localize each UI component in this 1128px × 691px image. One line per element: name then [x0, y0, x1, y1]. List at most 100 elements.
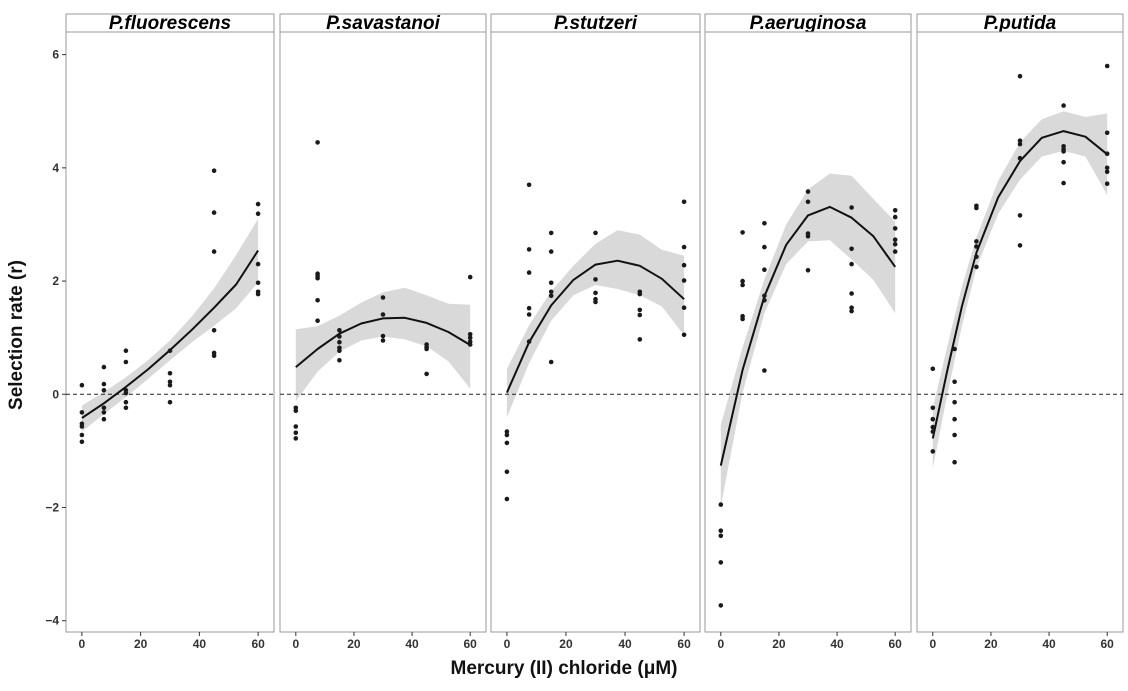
- data-point: [1104, 181, 1110, 186]
- panel-pputida: P.putida 0 20 40 60: [916, 13, 1124, 651]
- data-point: [337, 358, 342, 363]
- data-point: [167, 348, 173, 354]
- data-point: [1061, 180, 1066, 186]
- x-tick-label: 0: [79, 637, 86, 651]
- fit-curve: [295, 316, 471, 368]
- data-point: [952, 416, 957, 422]
- data-point: [101, 381, 107, 387]
- data-point: [380, 333, 386, 339]
- panel-frame: [65, 31, 275, 633]
- data-point: [293, 408, 299, 414]
- data-point: [467, 342, 473, 347]
- fit-curve: [931, 130, 1108, 439]
- data-point: [1017, 213, 1023, 218]
- data-point: [1017, 141, 1023, 147]
- data-point: [740, 316, 745, 322]
- data-point: [892, 208, 898, 213]
- confidence-band: [81, 218, 259, 432]
- data-point: [892, 214, 898, 220]
- data-point: [255, 261, 261, 267]
- data-point: [681, 262, 687, 268]
- data-point: [526, 305, 532, 311]
- data-point: [805, 234, 811, 239]
- data-point: [718, 528, 724, 533]
- data-point: [315, 298, 320, 303]
- data-point: [211, 249, 217, 254]
- data-point: [1017, 243, 1023, 248]
- data-point: [930, 366, 936, 372]
- data-point: [101, 388, 107, 393]
- data-point: [167, 371, 173, 376]
- fit-curve: [505, 259, 685, 394]
- panel-title: P.stutzeri: [554, 13, 638, 34]
- data-point: [593, 277, 598, 282]
- data-point: [79, 424, 85, 429]
- data-point: [974, 244, 979, 249]
- data-point: [315, 275, 320, 281]
- data-point: [952, 459, 957, 465]
- data-point: [930, 424, 936, 430]
- x-tick-label: 20: [772, 637, 786, 651]
- data-point: [718, 560, 724, 565]
- data-point: [79, 439, 85, 445]
- data-point: [548, 280, 554, 286]
- data-point: [593, 299, 598, 305]
- confidence-band: [932, 111, 1108, 469]
- panel-pstutzeri: P.stutzeri 0 20 40 60: [490, 13, 701, 651]
- data-point: [1104, 151, 1110, 156]
- panel-title: P.fluorescens: [109, 13, 231, 34]
- data-point: [740, 230, 745, 235]
- data-point: [123, 390, 129, 396]
- data-point: [211, 210, 217, 215]
- data-point: [467, 335, 473, 341]
- data-point: [1104, 63, 1110, 69]
- data-point: [380, 295, 386, 300]
- x-tick-label: 0: [292, 637, 299, 651]
- data-point: [504, 496, 510, 502]
- data-point: [1061, 149, 1066, 154]
- data-point: [1104, 165, 1110, 171]
- data-point: [548, 359, 554, 365]
- data-point: [681, 305, 687, 311]
- data-point: [504, 429, 510, 434]
- data-point: [637, 307, 643, 313]
- data-point: [974, 254, 979, 259]
- confidence-band: [295, 287, 471, 402]
- data-point: [1104, 130, 1110, 136]
- x-tick-label: 40: [830, 637, 844, 651]
- x-tick-label: 60: [889, 637, 903, 651]
- data-point: [892, 249, 898, 254]
- data-point: [849, 291, 854, 296]
- data-point: [762, 244, 767, 250]
- x-tick-label: 60: [251, 637, 265, 651]
- data-point: [101, 405, 107, 411]
- y-axis: −4 −2 0 2 4 6: [45, 48, 66, 628]
- data-point: [315, 140, 320, 145]
- data-point: [974, 239, 979, 244]
- data-point: [79, 410, 85, 415]
- data-point: [952, 379, 957, 385]
- data-point: [805, 199, 811, 205]
- data-point: [424, 346, 429, 352]
- data-point: [504, 432, 510, 438]
- panel-pfluorescens: P.fluorescens 0 20 40 60: [65, 13, 275, 651]
- data-point: [849, 308, 854, 314]
- data-point: [123, 359, 129, 365]
- data-point: [380, 338, 386, 343]
- data-point: [79, 382, 85, 388]
- data-point: [718, 502, 724, 507]
- data-point: [424, 371, 429, 377]
- data-point: [1061, 159, 1066, 165]
- x-tick-label: 20: [984, 637, 998, 651]
- data-point: [892, 226, 898, 231]
- data-point: [849, 305, 854, 311]
- data-point: [315, 318, 320, 324]
- data-point: [255, 291, 261, 297]
- data-point: [467, 332, 473, 337]
- data-point: [337, 339, 342, 345]
- data-point: [930, 405, 936, 411]
- data-point: [548, 289, 554, 295]
- data-point: [293, 424, 299, 429]
- data-point: [892, 237, 898, 242]
- data-point: [593, 290, 598, 296]
